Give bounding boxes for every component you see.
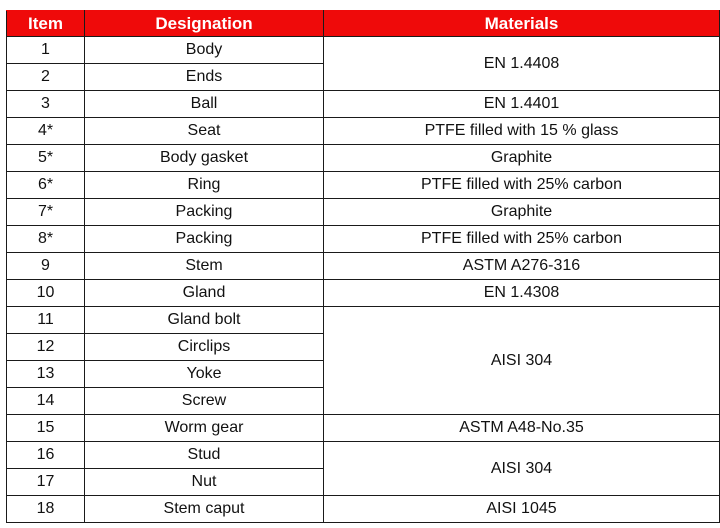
item-cell: 3 — [6, 90, 85, 118]
designation-cell: Stem — [84, 252, 324, 280]
material-cell: AISI 1045 — [323, 495, 720, 523]
material-cell: Graphite — [323, 144, 720, 172]
item-cell: 5* — [6, 144, 85, 172]
table-row: 16 Stud AISI 304 — [6, 441, 720, 496]
header-item: Item — [6, 10, 85, 37]
item-cell: 2 — [6, 63, 85, 91]
designation-cell: Worm gear — [84, 414, 324, 442]
item-cell: 15 — [6, 414, 85, 442]
table-row: 4* Seat PTFE filled with 15 % glass — [6, 117, 720, 145]
table-row: 1 Body EN 1.4408 — [6, 36, 720, 91]
designation-cell: Ball — [84, 90, 324, 118]
table-row: 14 Screw — [6, 387, 720, 415]
table-row: 11 Gland bolt AISI 304 — [6, 306, 720, 415]
material-cell: PTFE filled with 25% carbon — [323, 225, 720, 253]
header-materials: Materials — [323, 10, 720, 37]
item-cell: 1 — [6, 36, 85, 64]
table-row: 6* Ring PTFE filled with 25% carbon — [6, 171, 720, 199]
material-cell: ASTM A48-No.35 — [323, 414, 720, 442]
designation-cell: Ends — [84, 63, 324, 91]
header-row: Item Designation Materials — [6, 10, 720, 37]
table-header: Item Designation Materials — [6, 10, 720, 37]
table-row: 9 Stem ASTM A276-316 — [6, 252, 720, 280]
table-row: 18 Stem caput AISI 1045 — [6, 495, 720, 523]
material-cell: PTFE filled with 15 % glass — [323, 117, 720, 145]
item-cell: 10 — [6, 279, 85, 307]
designation-cell: Stud — [84, 441, 324, 469]
materials-table: Item Designation Materials 1 Body EN 1.440… — [6, 10, 720, 523]
designation-cell: Body — [84, 36, 324, 64]
designation-cell: Ring — [84, 171, 324, 199]
materials-table-container: Item Designation Materials 1 Body EN 1.440… — [6, 10, 720, 523]
designation-cell: Circlips — [84, 333, 324, 361]
material-cell: Graphite — [323, 198, 720, 226]
table-row: 7* Packing Graphite — [6, 198, 720, 226]
item-cell: 12 — [6, 333, 85, 361]
table-body: 1 Body EN 1.4408 2 Ends 3 Ball EN 1.4401 4* Seat P… — [6, 36, 720, 523]
designation-cell: Yoke — [84, 360, 324, 388]
item-cell: 9 — [6, 252, 85, 280]
designation-cell: Packing — [84, 225, 324, 253]
material-cell: ASTM A276-316 — [323, 252, 720, 280]
material-cell: PTFE filled with 25% carbon — [323, 171, 720, 199]
item-cell: 7* — [6, 198, 85, 226]
table-row: 5* Body gasket Graphite — [6, 144, 720, 172]
table-row: 17 Nut — [6, 468, 720, 496]
designation-cell: Stem caput — [84, 495, 324, 523]
item-cell: 18 — [6, 495, 85, 523]
header-designation: Designation — [84, 10, 324, 37]
item-cell: 13 — [6, 360, 85, 388]
table-row: 3 Ball EN 1.4401 — [6, 90, 720, 118]
item-cell: 17 — [6, 468, 85, 496]
item-cell: 4* — [6, 117, 85, 145]
table-row: 15 Worm gear ASTM A48-No.35 — [6, 414, 720, 442]
designation-cell: Packing — [84, 198, 324, 226]
designation-cell: Nut — [84, 468, 324, 496]
item-cell: 8* — [6, 225, 85, 253]
item-cell: 14 — [6, 387, 85, 415]
table-row: 10 Gland EN 1.4308 — [6, 279, 720, 307]
table-row: 8* Packing PTFE filled with 25% carbon — [6, 225, 720, 253]
material-cell: EN 1.4401 — [323, 90, 720, 118]
material-cell: AISI 304 — [323, 306, 720, 415]
material-cell: EN 1.4408 — [323, 36, 720, 91]
designation-cell: Gland — [84, 279, 324, 307]
designation-cell: Body gasket — [84, 144, 324, 172]
item-cell: 11 — [6, 306, 85, 334]
material-cell: EN 1.4308 — [323, 279, 720, 307]
designation-cell: Gland bolt — [84, 306, 324, 334]
designation-cell: Screw — [84, 387, 324, 415]
item-cell: 16 — [6, 441, 85, 469]
item-cell: 6* — [6, 171, 85, 199]
material-cell: AISI 304 — [323, 441, 720, 496]
designation-cell: Seat — [84, 117, 324, 145]
